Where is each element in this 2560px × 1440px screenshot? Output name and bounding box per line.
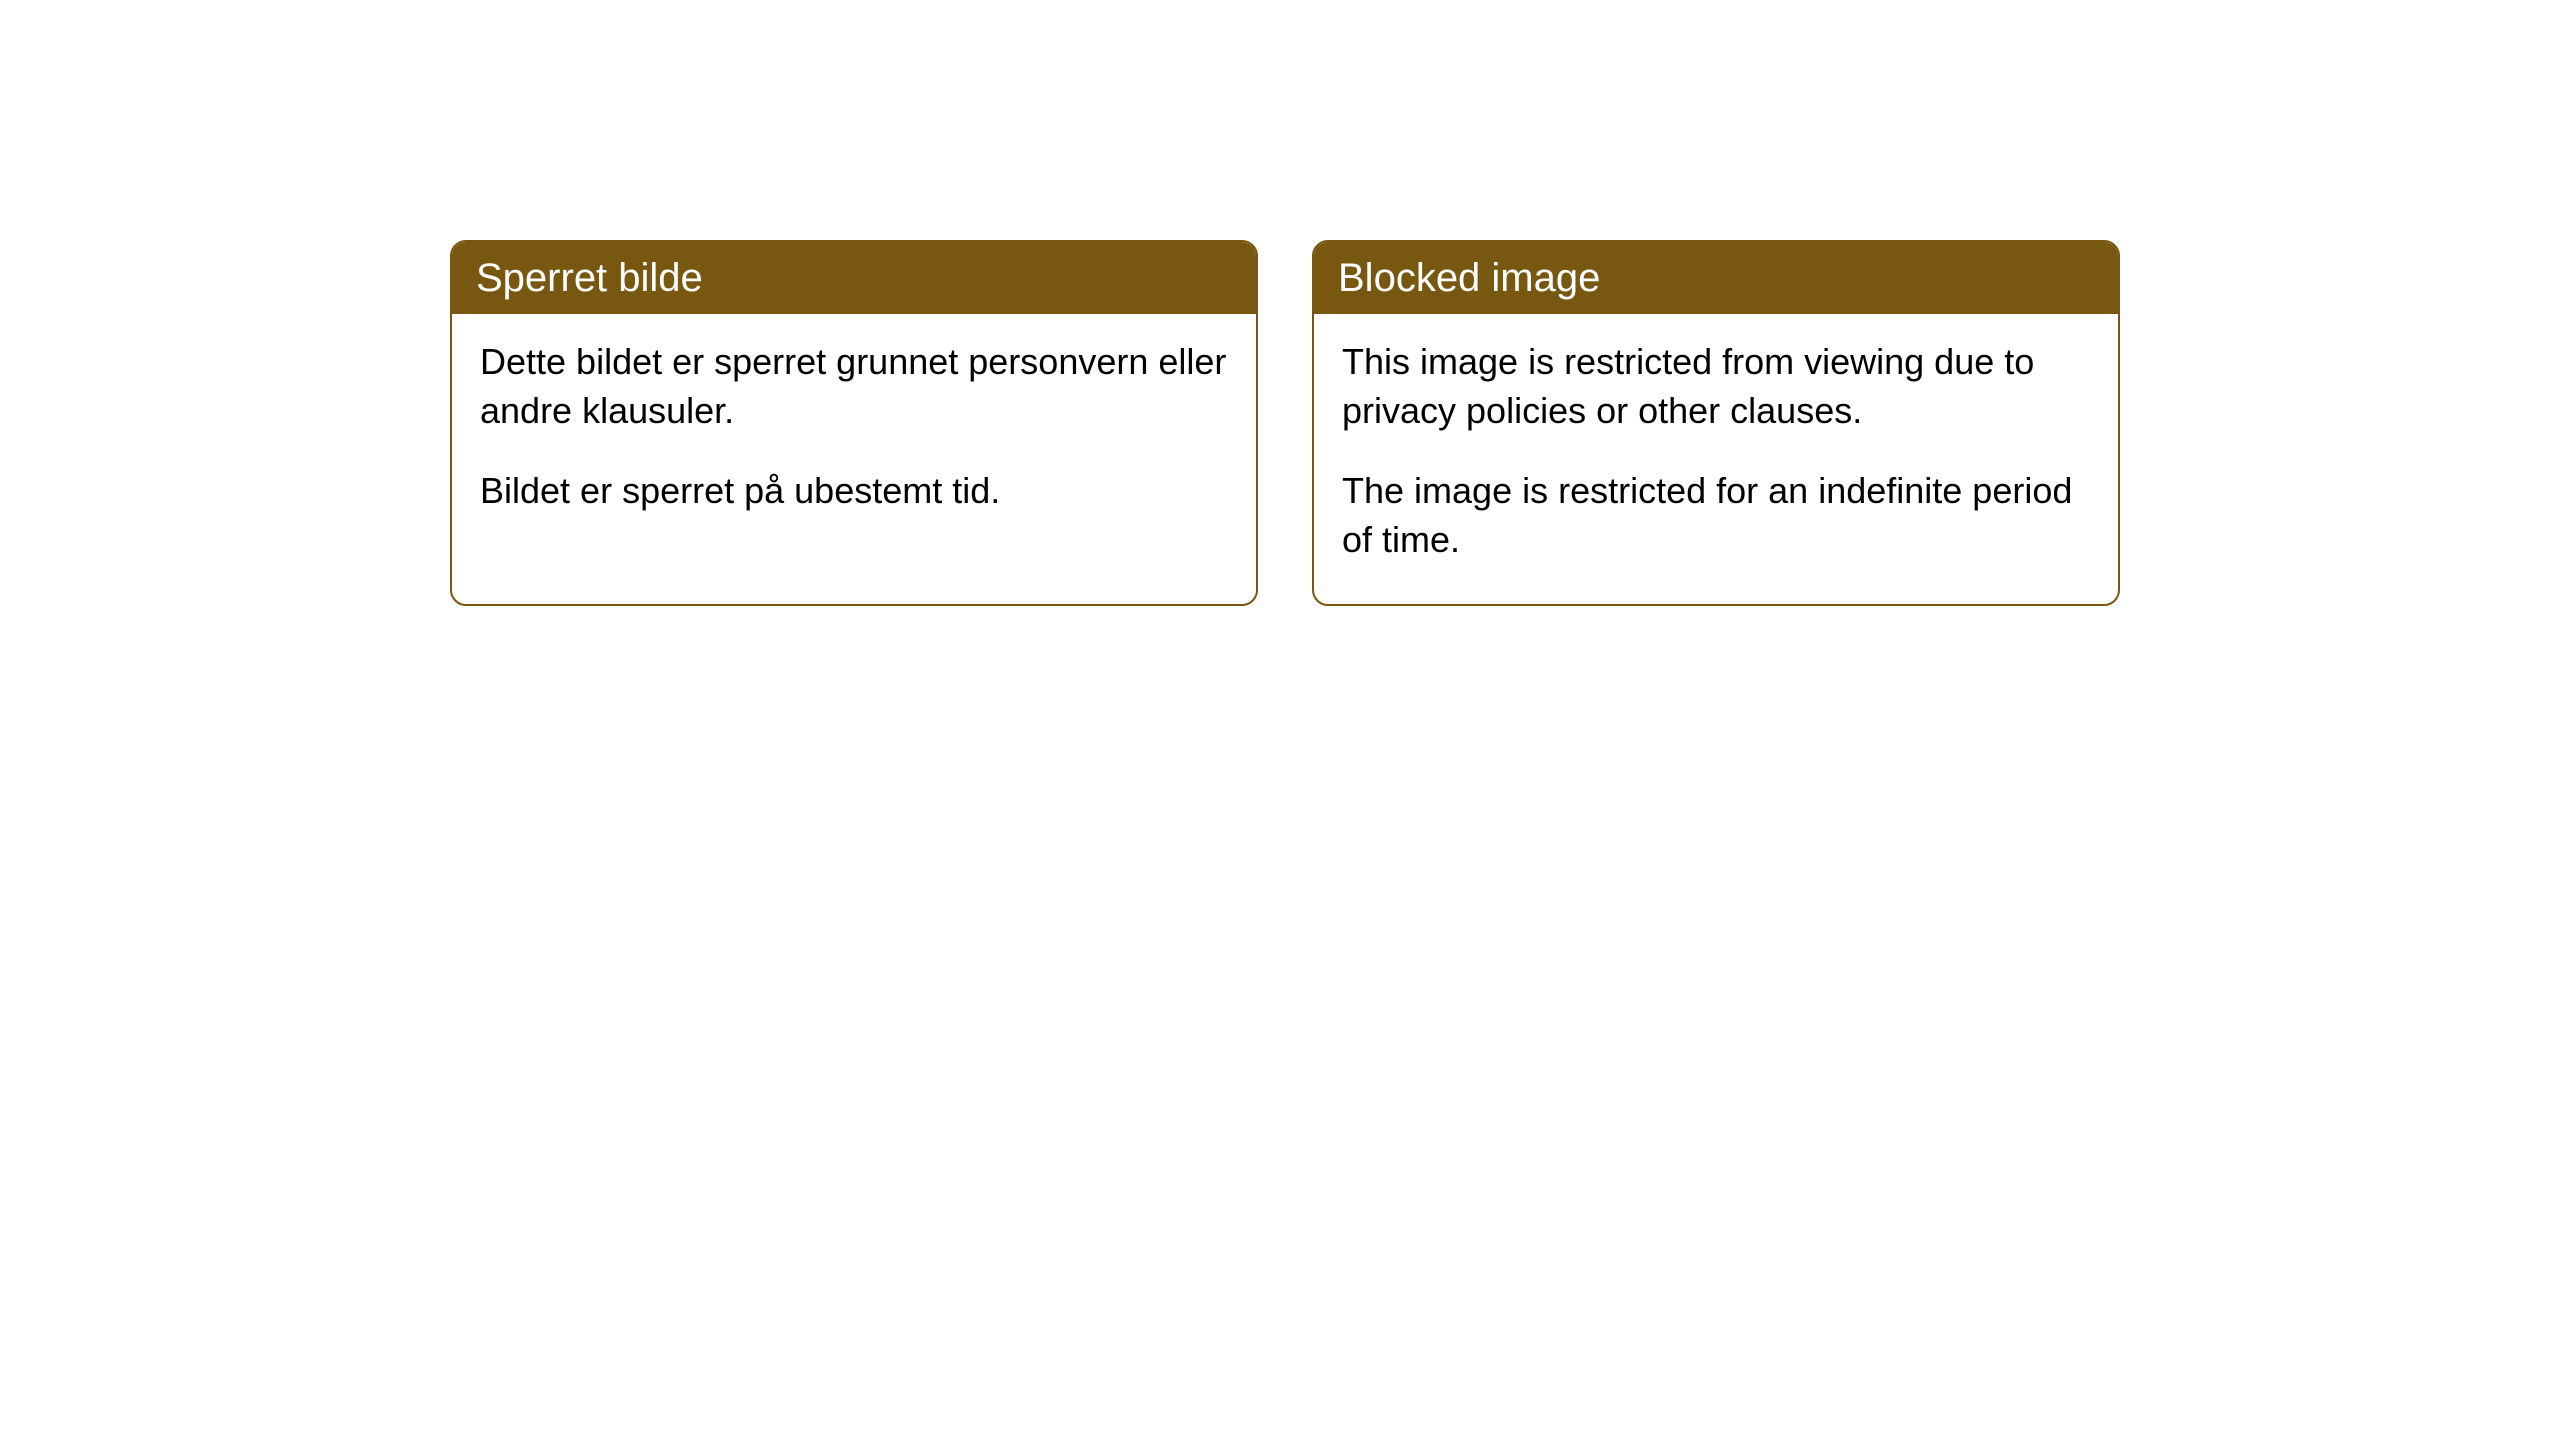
card-body: This image is restricted from viewing du… — [1314, 314, 2118, 604]
blocked-image-card-norwegian: Sperret bilde Dette bildet er sperret gr… — [450, 240, 1258, 606]
card-paragraph: Dette bildet er sperret grunnet personve… — [480, 338, 1228, 435]
card-paragraph: The image is restricted for an indefinit… — [1342, 467, 2090, 564]
card-header: Blocked image — [1314, 242, 2118, 314]
blocked-image-card-english: Blocked image This image is restricted f… — [1312, 240, 2120, 606]
card-paragraph: This image is restricted from viewing du… — [1342, 338, 2090, 435]
card-body: Dette bildet er sperret grunnet personve… — [452, 314, 1256, 556]
card-header: Sperret bilde — [452, 242, 1256, 314]
card-paragraph: Bildet er sperret på ubestemt tid. — [480, 467, 1228, 516]
notice-cards-container: Sperret bilde Dette bildet er sperret gr… — [450, 240, 2560, 606]
